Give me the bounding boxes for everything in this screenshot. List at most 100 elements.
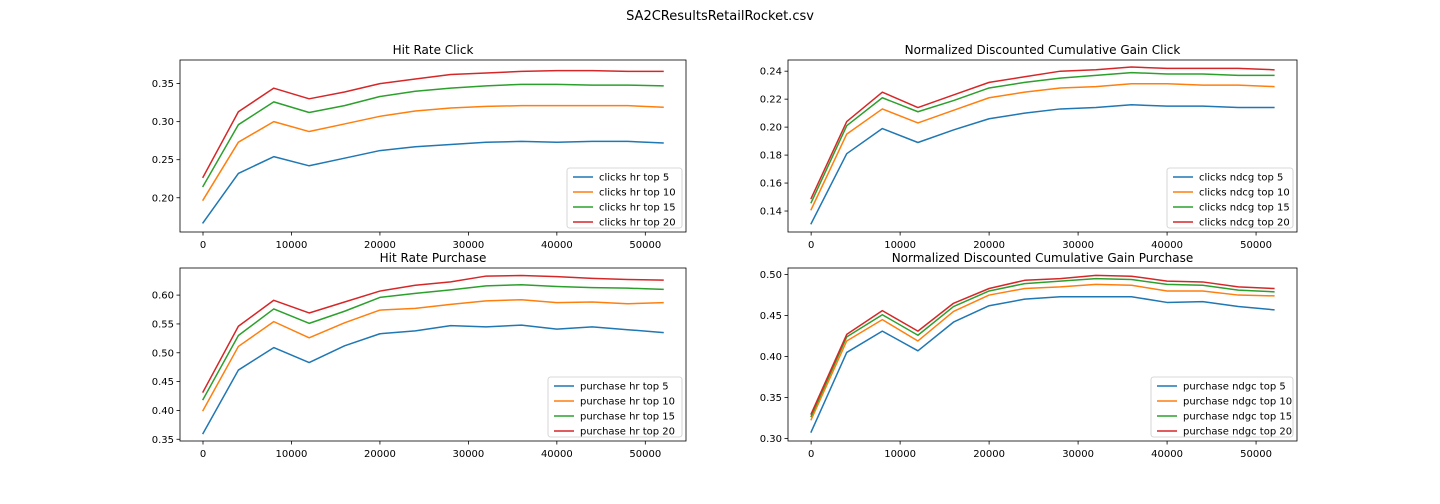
legend-label: purchase hr top 20	[580, 427, 675, 438]
x-tick-label: 0	[808, 240, 814, 251]
x-tick-label: 40000	[541, 449, 573, 460]
x-tick-label: 30000	[1062, 449, 1094, 460]
series-line-3	[201, 283, 664, 401]
y-tick-label: 0.40	[152, 406, 174, 417]
legend-label: purchase hr top 5	[580, 382, 669, 393]
series-line-1	[810, 104, 1275, 225]
y-tick-label: 0.30	[152, 117, 174, 128]
legend-label: purchase ndgc top 10	[1183, 397, 1292, 408]
series-line-1	[201, 324, 664, 435]
x-tick-label: 30000	[452, 240, 484, 251]
y-tick-label: 0.50	[152, 348, 174, 359]
x-tick-label: 50000	[1240, 449, 1272, 460]
y-tick-label: 0.24	[760, 67, 782, 78]
y-tick-label: 0.45	[760, 311, 782, 322]
axes-frame	[179, 267, 687, 442]
x-tick-label: 30000	[1062, 240, 1094, 251]
legend-label: purchase ndgc top 20	[1183, 427, 1292, 438]
x-tick-label: 20000	[364, 449, 396, 460]
subplot-title: Hit Rate Click	[393, 43, 474, 57]
legend-label: clicks hr top 5	[599, 173, 669, 184]
x-tick-label: 10000	[884, 449, 916, 460]
subplot-title: Normalized Discounted Cumulative Gain Cl…	[905, 43, 1181, 57]
y-tick-label: 0.25	[152, 155, 174, 166]
series-line-4	[201, 69, 664, 179]
x-tick-label: 40000	[1151, 449, 1183, 460]
x-tick-label: 0	[808, 449, 814, 460]
subplot-4: Normalized Discounted Cumulative Gain Pu…	[760, 251, 1298, 460]
series-line-4	[201, 274, 664, 393]
subplot-title: Hit Rate Purchase	[380, 251, 487, 265]
legend-frame	[566, 167, 683, 229]
series-line-4	[810, 66, 1275, 200]
y-tick-label: 0.14	[760, 207, 782, 218]
x-tick-label: 10000	[276, 240, 308, 251]
x-tick-label: 0	[200, 240, 206, 251]
legend-label: purchase hr top 10	[580, 397, 675, 408]
legend-frame	[1166, 167, 1294, 229]
x-tick-label: 50000	[629, 449, 661, 460]
y-tick-label: 0.35	[760, 393, 782, 404]
series-line-2	[201, 298, 664, 412]
subplot-2: Normalized Discounted Cumulative Gain Cl…	[760, 43, 1298, 251]
x-tick-label: 50000	[629, 240, 661, 251]
legend: purchase ndgc top 5 purchase ndgc top 10 p…	[1150, 376, 1294, 438]
series-line-1	[810, 295, 1275, 433]
legend-label: clicks ndcg top 10	[1199, 188, 1290, 199]
y-tick-label: 0.30	[760, 434, 782, 445]
legend: purchase hr top 5 purchase hr top 10 purch…	[547, 376, 683, 438]
subplot-title: Normalized Discounted Cumulative Gain Pu…	[892, 251, 1194, 265]
y-tick-label: 0.55	[152, 319, 174, 330]
x-tick-label: 0	[200, 449, 206, 460]
x-tick-label: 20000	[973, 449, 1005, 460]
x-tick-label: 30000	[452, 449, 484, 460]
legend-frame	[547, 376, 683, 438]
series-line-1	[201, 140, 664, 224]
series-line-2	[810, 83, 1275, 211]
subplot-1: Hit Rate Click 0 10000 20000 30000 40000 50000…	[152, 43, 687, 251]
legend: clicks hr top 5 clicks hr top 10 clicks hr…	[566, 167, 683, 229]
legend-label: clicks ndcg top 20	[1199, 218, 1290, 229]
legend-label: purchase hr top 15	[580, 412, 675, 423]
legend-label: clicks hr top 10	[599, 188, 676, 199]
y-tick-label: 0.35	[152, 79, 174, 90]
x-tick-label: 20000	[973, 240, 1005, 251]
x-tick-label: 50000	[1240, 240, 1272, 251]
series-line-2	[201, 104, 664, 202]
series-line-2	[810, 283, 1275, 421]
legend-label: purchase ndgc top 15	[1183, 412, 1292, 423]
legend: clicks ndcg top 5 clicks ndcg top 10 click…	[1166, 167, 1294, 229]
legend-frame	[1150, 376, 1294, 438]
axes-frame	[179, 59, 687, 233]
series-line-3	[810, 277, 1275, 418]
y-tick-label: 0.20	[760, 123, 782, 134]
y-tick-label: 0.35	[152, 435, 174, 446]
x-tick-label: 20000	[364, 240, 396, 251]
figure-suptitle: SA2CResultsRetailRocket.csv	[626, 9, 814, 24]
x-tick-label: 10000	[276, 449, 308, 460]
x-tick-label: 40000	[1151, 240, 1183, 251]
series-line-4	[810, 274, 1275, 415]
y-tick-label: 0.22	[760, 95, 782, 106]
legend-label: clicks ndcg top 5	[1199, 173, 1283, 184]
legend-label: clicks ndcg top 15	[1199, 203, 1290, 214]
legend-label: clicks hr top 15	[599, 203, 676, 214]
y-tick-label: 0.40	[760, 352, 782, 363]
y-tick-label: 0.60	[152, 291, 174, 302]
axes-layer: Hit Rate Click 0 10000 20000 30000 40000 50000…	[152, 43, 1298, 460]
y-tick-label: 0.20	[152, 193, 174, 204]
axes-frame	[787, 267, 1298, 442]
subplot-3: Hit Rate Purchase 0 10000 20000 30000 40000 50…	[152, 251, 687, 460]
legend-label: clicks hr top 20	[599, 218, 676, 229]
y-tick-label: 0.18	[760, 151, 782, 162]
y-tick-label: 0.16	[760, 179, 782, 190]
y-tick-label: 0.45	[152, 377, 174, 388]
y-tick-label: 0.50	[760, 270, 782, 281]
x-tick-label: 40000	[541, 240, 573, 251]
x-tick-label: 10000	[884, 240, 916, 251]
axes-frame	[787, 59, 1298, 233]
series-line-3	[810, 71, 1275, 204]
series-line-3	[201, 83, 664, 188]
legend-label: purchase ndgc top 5	[1183, 382, 1286, 393]
